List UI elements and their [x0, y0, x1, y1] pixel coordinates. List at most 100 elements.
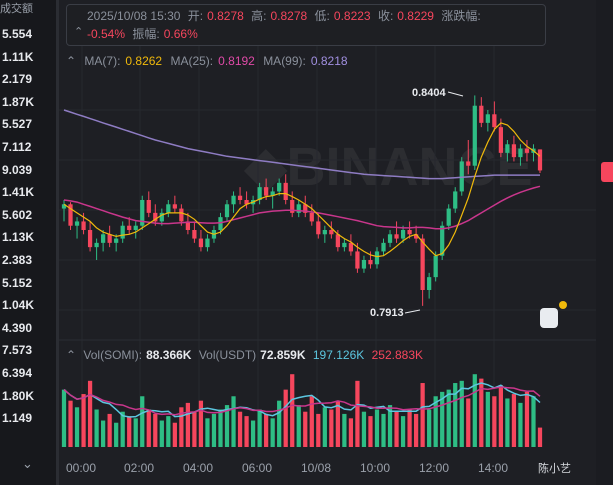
volume-bar [427, 409, 432, 447]
volume-bar [277, 400, 282, 447]
candle-body [309, 212, 314, 222]
chevron-down-icon[interactable]: ⌄ [22, 456, 33, 471]
volume-bar [172, 422, 177, 447]
left-value-item: 1.80K [2, 388, 35, 403]
x-tick-label: 14:00 [478, 461, 509, 475]
left-value-item: 5.602 [2, 207, 33, 222]
volume-bar [303, 411, 308, 447]
volume-bar [296, 405, 301, 447]
volume-bar [374, 409, 380, 447]
volume-bar [355, 380, 360, 447]
notification-dot-icon [559, 301, 567, 309]
left-value-item: 5.152 [2, 275, 33, 290]
candle-body [342, 242, 347, 248]
vol-ma2-value: 252.883K [371, 348, 423, 362]
volume-bar [524, 391, 530, 447]
candle-body [322, 230, 327, 235]
volume-bar [400, 416, 406, 447]
x-tick-label: 10/08 [301, 461, 332, 475]
left-value-item: 1.04K [2, 298, 35, 313]
candle-body [433, 255, 438, 278]
ma99-value: 0.8218 [310, 54, 348, 68]
volume-bar [505, 398, 510, 447]
candle-body [329, 230, 334, 235]
volume-bar [270, 418, 275, 447]
high-label: 高: [251, 9, 267, 23]
candle-body [277, 182, 282, 192]
chevron-up-icon[interactable]: ⌃ [74, 26, 84, 38]
volume-legend-icon[interactable]: ⌃ [66, 348, 77, 362]
candle-body [446, 208, 451, 226]
amplitude-label: 振幅: [132, 27, 160, 41]
volume-bar [446, 389, 451, 447]
ma25-line [63, 185, 541, 230]
candle-body [114, 238, 119, 243]
candle-body [101, 234, 106, 243]
right-price-axis [596, 0, 613, 485]
volume-bar [74, 407, 80, 447]
volume-bar [531, 396, 536, 447]
candle-body [140, 200, 145, 226]
volume-bar [166, 416, 171, 447]
ohlc-datetime: 2025/10/08 15:30 [87, 9, 181, 23]
volume-bar [68, 400, 73, 447]
left-value-item: 1.11K [2, 49, 34, 64]
volume-bar [348, 418, 354, 447]
volume-bar [264, 413, 269, 447]
volume-bar [120, 411, 125, 447]
volume-bar [237, 411, 243, 447]
candle-body [427, 277, 432, 290]
candle-body [192, 230, 197, 239]
candle-body [120, 225, 125, 239]
volume-bar [368, 416, 373, 447]
x-tick-label: 10:00 [360, 461, 391, 475]
volume-bar [518, 402, 523, 447]
candle-body [107, 234, 112, 243]
candle-body [387, 234, 393, 243]
candle-body [492, 114, 497, 128]
volume-bar [107, 413, 112, 447]
candle-body [61, 204, 67, 209]
note-icon[interactable] [540, 308, 558, 328]
ma-legend-icon[interactable]: ⌃ [66, 54, 77, 68]
volume-bar [114, 422, 119, 447]
volume-bar [316, 413, 321, 447]
candle-body [348, 242, 354, 252]
left-value-item: 9.039 [2, 162, 33, 177]
candle-body [218, 217, 223, 230]
vol-somi-label: Vol(SOMI): [83, 348, 143, 362]
volume-bar [290, 374, 295, 447]
candle-body [166, 204, 171, 213]
candle-body [231, 195, 236, 205]
candle-body [244, 200, 249, 205]
volume-bar [224, 405, 230, 447]
change-label: 涨跌幅: [441, 9, 481, 23]
candle-body [290, 200, 295, 213]
candle-body [198, 238, 204, 248]
candle-body [127, 225, 132, 230]
ma7-value: 0.8262 [125, 54, 163, 68]
volume-bar [407, 409, 412, 447]
panel-divider[interactable] [56, 0, 59, 485]
high-annotation: 0.8404 [412, 87, 447, 99]
candle-body [420, 238, 425, 290]
left-value-item: 2.383 [2, 253, 33, 267]
left-value-item: 1.41K [2, 185, 35, 200]
volume-bar [433, 396, 438, 447]
candle-body [237, 195, 243, 200]
candle-body [518, 148, 523, 158]
volume-bar [309, 396, 314, 447]
volume-bar [413, 413, 419, 447]
candle-body [316, 221, 321, 235]
candle-body [270, 191, 275, 196]
left-value-item: 1.87K [2, 94, 35, 109]
candle-body [368, 260, 373, 265]
change-value: -0.54% [87, 27, 126, 41]
vol-ma1-value: 197.126K [312, 348, 365, 362]
low-annotation: 0.7913 [370, 307, 404, 319]
volume-bar [198, 400, 204, 447]
volume-bar [361, 411, 367, 447]
volume-bar [146, 409, 151, 447]
ma25-value: 0.8192 [218, 54, 255, 68]
